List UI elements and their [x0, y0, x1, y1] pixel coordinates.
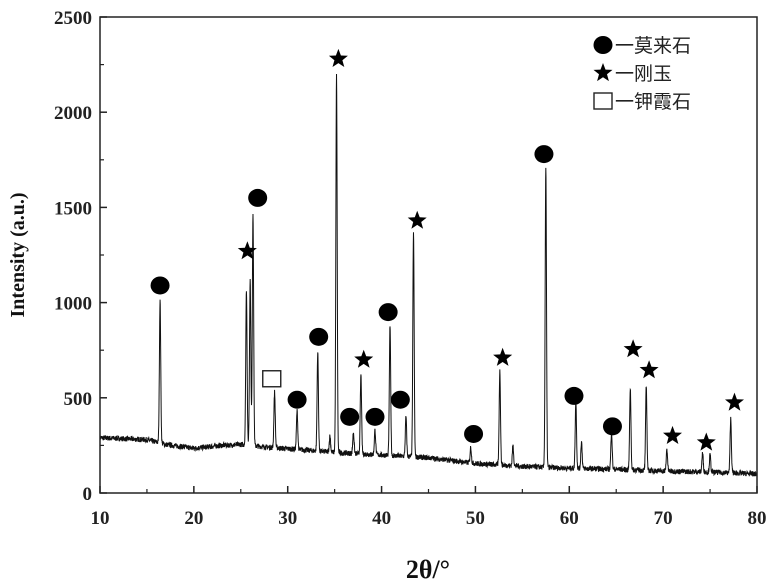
y-tick-label: 0: [83, 484, 93, 505]
peak-star-marker: [407, 210, 427, 229]
peak-star-marker: [663, 425, 682, 444]
x-tick-label: 60: [560, 508, 579, 529]
peak-star-marker: [493, 347, 513, 366]
plot-area: 10 20 30 40 50 60 70 80 0 500 1000 1500 2000 2500 一莫来石…: [54, 8, 767, 529]
peak-star-marker: [623, 339, 643, 358]
peak-circle-marker: [378, 303, 398, 322]
peak-circle-marker: [390, 390, 410, 409]
peak-circle-marker: [365, 407, 385, 426]
peak-circle-marker: [534, 145, 554, 164]
xrd-pattern-line: [99, 74, 758, 477]
peak-star-marker: [725, 392, 744, 411]
peak-star-marker: [639, 360, 659, 379]
y-axis-label: Intensity (a.u.): [7, 192, 29, 317]
legend-label: 一刚玉: [615, 63, 672, 85]
legend-square-marker: [593, 92, 613, 110]
y-tick-label: 500: [64, 389, 93, 410]
x-axis-label: 2θ/°: [406, 555, 450, 584]
peak-circle-marker: [309, 327, 329, 346]
peak-square-marker: [262, 370, 282, 388]
peak-circle-marker: [602, 417, 622, 436]
x-tick-label: 50: [466, 508, 485, 529]
peak-circle-marker: [287, 390, 307, 409]
peak-circle-marker: [248, 188, 268, 207]
y-tick-label: 1500: [54, 198, 92, 219]
legend-star-marker: [593, 63, 613, 82]
peak-circle-marker: [340, 407, 360, 426]
peak-star-marker: [354, 349, 374, 368]
x-tick-label: 80: [748, 508, 767, 529]
x-tick-label: 10: [91, 508, 110, 529]
x-tick-label: 40: [372, 508, 391, 529]
peak-circle-marker: [150, 276, 170, 295]
peak-circle-marker: [464, 424, 484, 443]
y-tick-label: 2000: [54, 103, 92, 124]
legend-label: 一钾霞石: [615, 91, 691, 113]
peak-star-marker: [237, 241, 257, 260]
x-tick-label: 70: [654, 508, 673, 529]
x-tick-label: 20: [184, 508, 203, 529]
peak-star-marker: [328, 48, 348, 67]
plot-frame: [99, 16, 758, 494]
legend-circle-marker: [593, 36, 613, 54]
y-tick-label: 1000: [54, 294, 92, 315]
x-tick-label: 30: [278, 508, 297, 529]
peak-circle-marker: [564, 386, 584, 405]
y-tick-label: 2500: [54, 8, 92, 29]
legend-label: 一莫来石: [615, 35, 691, 57]
peak-star-marker: [696, 432, 716, 451]
